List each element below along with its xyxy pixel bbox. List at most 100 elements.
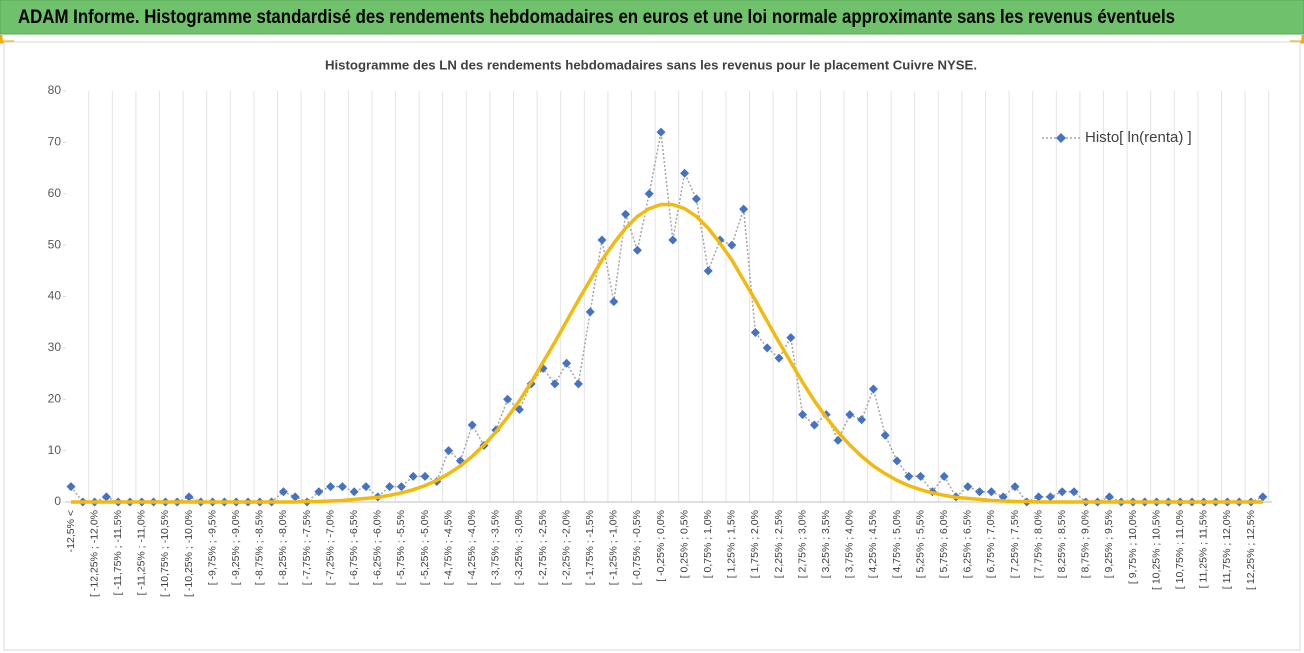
- data-point: [668, 235, 678, 245]
- data-point: [1258, 492, 1268, 502]
- x-tick-label: [ 5,75% ; 6,0%: [938, 510, 950, 578]
- x-tick-label: [ 9,25% ; 9,5%: [1103, 510, 1115, 578]
- y-tick-label: 60: [48, 186, 62, 200]
- data-point: [326, 482, 336, 492]
- x-tick-label: [ 3,25% ; 3,5%: [820, 510, 832, 578]
- x-tick-label: [ -11,25% ; -11,0%: [136, 510, 148, 595]
- x-tick-label: [ -7,25% ; -7,0%: [324, 510, 336, 585]
- data-point: [550, 379, 560, 389]
- x-tick-label: [ 12,25% ; 12,5%: [1245, 510, 1257, 590]
- data-point: [278, 487, 288, 497]
- x-tick-label: [ -4,25% ; -4,0%: [466, 510, 478, 585]
- data-point: [514, 405, 524, 415]
- x-tick-label: [ 6,25% ; 6,5%: [962, 510, 974, 578]
- x-tick-label: [ -9,25% ; -9,0%: [230, 510, 242, 585]
- data-point: [880, 430, 890, 440]
- corner-mark: [1290, 35, 1304, 44]
- plot: 0 10 20 30 40 50 60 70 80 -12,5% < [ -12,25% ; -12…: [48, 83, 1272, 597]
- x-tick-label: [ -6,75% ; -6,5%: [348, 510, 360, 585]
- data-point: [290, 492, 300, 502]
- x-tick-label: [ -5,75% ; -5,5%: [395, 510, 407, 585]
- data-point: [833, 435, 843, 445]
- data-point: [786, 333, 796, 343]
- x-tick-label: [ 4,75% ; 5,0%: [891, 510, 903, 578]
- data-point: [963, 482, 973, 492]
- data-point: [1057, 487, 1067, 497]
- data-point: [503, 394, 513, 404]
- x-tick-label: [ -6,25% ; -6,0%: [372, 510, 384, 585]
- data-point: [385, 482, 395, 492]
- data-point: [892, 456, 902, 466]
- x-tick-label: [ 10,75% ; 11,0%: [1174, 510, 1186, 589]
- header-title: ADAM Informe. Histogramme standardisé de…: [18, 7, 1175, 28]
- data-point: [597, 235, 607, 245]
- x-tick-label: [ -4,75% ; -4,5%: [442, 510, 454, 585]
- data-point: [916, 471, 926, 481]
- data-point: [691, 194, 701, 204]
- data-point: [656, 127, 666, 137]
- data-point: [809, 420, 819, 430]
- y-tick-label: 20: [48, 391, 62, 405]
- data-point: [998, 492, 1008, 502]
- y-tick-label: 80: [48, 83, 62, 97]
- data-point: [904, 471, 914, 481]
- data-point: [408, 471, 418, 481]
- x-tick-label: [ 0,25% ; 0,5%: [678, 510, 690, 578]
- data-point: [644, 189, 654, 199]
- x-tick-label: [ 11,25% ; 11,5%: [1198, 510, 1210, 588]
- data-point: [857, 415, 867, 425]
- y-tick-label: 0: [54, 494, 61, 508]
- data-point: [750, 327, 760, 337]
- x-tick-label: [ 2,25% ; 2,5%: [773, 510, 785, 578]
- x-tick-label: [ -10,75% ; -10,5%: [159, 510, 171, 597]
- x-tick-label: [ 9,75% ; 10,0%: [1127, 510, 1139, 584]
- chart-title: Histogramme des LN des rendements hebdom…: [325, 57, 977, 72]
- data-point: [184, 492, 194, 502]
- x-tick-label: [ 3,75% ; 4,0%: [844, 510, 856, 578]
- x-tick-label: [ -5,25% ; -5,0%: [419, 510, 431, 585]
- data-point: [762, 343, 772, 353]
- x-tick-label: [ -1,25% ; -1,0%: [608, 510, 620, 585]
- y-tick-label: 50: [48, 237, 62, 251]
- normal-curve: [71, 202, 1263, 504]
- data-point: [845, 410, 855, 420]
- data-point: [609, 297, 619, 307]
- data-point: [1010, 482, 1020, 492]
- y-tick-label: 40: [48, 289, 62, 303]
- x-tick-label: [ 7,75% ; 8,0%: [1032, 510, 1044, 578]
- data-point: [1069, 487, 1079, 497]
- y-tick-label: 10: [48, 443, 62, 457]
- data-point: [774, 353, 784, 363]
- x-tick-label: [ 4,25% ; 4,5%: [867, 510, 879, 578]
- x-tick-label: [ 6,75% ; 7,0%: [985, 510, 997, 578]
- x-tick-label: [ -1,75% ; -1,5%: [584, 510, 596, 585]
- x-tick-label: [ 0,75% ; 1,0%: [702, 510, 714, 578]
- x-tick-label: [ 7,25% ; 7,5%: [1009, 510, 1021, 578]
- x-tick-label: [ -9,75% ; -9,5%: [206, 510, 218, 585]
- chart-area: [3, 41, 1301, 651]
- data-point: [573, 379, 583, 389]
- data-point: [337, 482, 347, 492]
- corner-mark: [0, 35, 14, 44]
- x-tick-label: [ 1,75% ; 2,0%: [749, 510, 761, 578]
- x-tick-label: [ 2,75% ; 3,0%: [796, 510, 808, 578]
- x-tick-label: [ -3,25% ; -3,0%: [513, 510, 525, 585]
- x-tick-label: [ -12,25% ; -12,0%: [88, 510, 100, 597]
- data-point: [798, 410, 808, 420]
- x-tick-label: [ -10,25% ; -10,0%: [183, 510, 195, 597]
- data-point: [632, 245, 642, 255]
- legend-label: Histo[ ln(renta) ]: [1085, 129, 1192, 146]
- data-point: [314, 487, 324, 497]
- x-tick-label: [ 5,25% ; 5,5%: [914, 510, 926, 578]
- x-tick-label: [ -2,25% ; -2,0%: [560, 510, 572, 585]
- y-tick-label: 70: [48, 135, 62, 149]
- data-point: [66, 482, 76, 492]
- data-point: [1034, 492, 1044, 502]
- y-tick-label: 30: [48, 340, 62, 354]
- data-point: [727, 240, 737, 250]
- legend-marker: [1056, 133, 1066, 143]
- x-tick-label: [ -8,75% ; -8,5%: [254, 510, 266, 585]
- data-point: [680, 168, 690, 178]
- data-point: [585, 307, 595, 317]
- x-tick-label: [ 10,25% ; 10,5%: [1150, 510, 1162, 590]
